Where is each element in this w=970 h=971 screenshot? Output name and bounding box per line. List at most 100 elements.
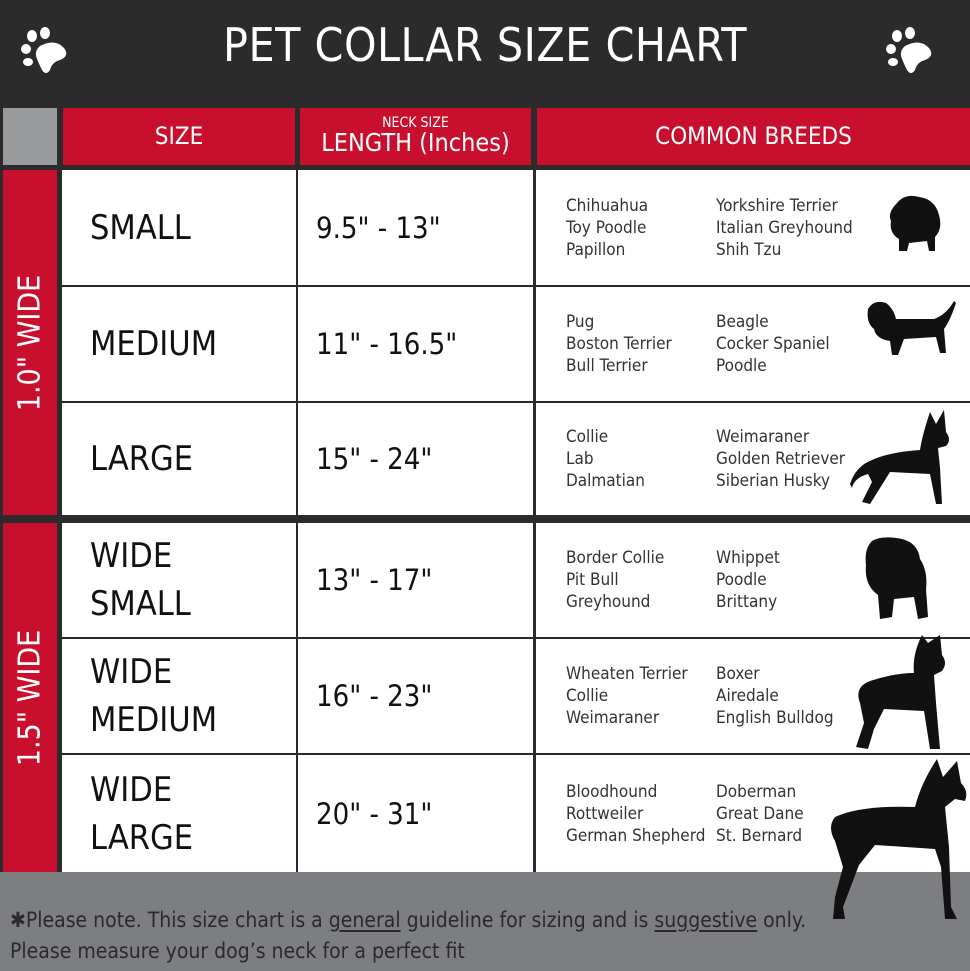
- breed-name: Boston Terrier: [566, 334, 672, 354]
- breed-name: Doberman: [716, 781, 797, 802]
- header-bar: [0, 0, 970, 103]
- breed-name: English Bulldog: [716, 708, 834, 728]
- length-cell: 16" - 23": [298, 639, 533, 753]
- footer-note: ✱Please note. This size chart is a gener…: [10, 905, 970, 967]
- length-value: 9.5" - 13": [316, 210, 441, 245]
- size-label: LARGE: [90, 817, 194, 858]
- asterisk: ✱: [10, 908, 26, 932]
- table-row: WIDE MEDIUM 16" - 23" Wheaten Terrier Collie…: [62, 639, 970, 753]
- breed-name: Boxer: [716, 664, 760, 684]
- length-value: 11" - 16.5": [316, 327, 458, 361]
- breed-name: Toy Poodle: [566, 217, 647, 238]
- group-label-text: 1.5" WIDE: [12, 629, 48, 766]
- breed-name: Poodle: [716, 356, 767, 376]
- breed-name: Weimaraner: [716, 427, 810, 447]
- breed-name: Whippet: [716, 548, 780, 568]
- page-title: PET COLLAR SIZE CHART: [223, 18, 747, 72]
- note-text: Please note. This size chart is a: [25, 908, 323, 932]
- length-value: 20" - 31": [316, 796, 433, 831]
- length-value: 15" - 24": [316, 442, 433, 476]
- size-cell: WIDE LARGE: [62, 755, 296, 872]
- breed-name: Collie: [566, 686, 609, 706]
- breed-name: Collie: [566, 427, 609, 447]
- breed-name: Yorkshire Terrier: [716, 195, 838, 216]
- breed-name: Wheaten Terrier: [566, 664, 688, 684]
- size-label: WIDE: [90, 769, 173, 810]
- breed-name: St. Bernard: [716, 825, 803, 846]
- breed-name: Dalmatian: [566, 471, 645, 491]
- note-text-line2: Please measure your dog’s neck for a per…: [10, 939, 465, 963]
- doberman-silhouette-icon: [805, 757, 970, 926]
- table-row: MEDIUM 11" - 16.5" Pug Boston Terrier Bull T…: [62, 287, 970, 401]
- size-label: LARGE: [90, 439, 194, 479]
- breed-name: Bloodhound: [566, 781, 658, 802]
- size-cell: LARGE: [62, 403, 296, 515]
- note-text: only.: [763, 908, 807, 932]
- length-value: 13" - 17": [316, 563, 433, 597]
- size-cell: WIDE SMALL: [62, 523, 296, 637]
- breed-name: Papillon: [566, 239, 626, 260]
- size-cell: MEDIUM: [62, 287, 296, 401]
- header-breeds: COMMON BREEDS: [537, 108, 970, 165]
- breed-name: Beagle: [716, 312, 769, 332]
- corner-cell: [3, 108, 57, 165]
- bulldog-silhouette-icon: [862, 535, 932, 625]
- breed-name: German Shepherd: [566, 825, 706, 846]
- length-cell: 11" - 16.5": [298, 287, 533, 401]
- note-underlined: general: [328, 908, 401, 932]
- length-cell: 13" - 17": [298, 523, 533, 637]
- size-label: WIDE: [90, 536, 173, 576]
- size-label: SMALL: [90, 207, 191, 248]
- breed-name: Brittany: [716, 592, 778, 612]
- breed-name: Border Collie: [566, 548, 665, 568]
- header-length-label: LENGTH (Inches): [321, 128, 510, 157]
- breed-name: Airedale: [716, 686, 779, 706]
- note-underlined: suggestive: [654, 908, 758, 932]
- breed-name: Pit Bull: [566, 570, 619, 590]
- breed-name: Golden Retriever: [716, 449, 846, 469]
- breed-name: Rottweiler: [566, 803, 644, 824]
- breed-name: Lab: [566, 449, 594, 469]
- size-cell: WIDE MEDIUM: [62, 639, 296, 753]
- breed-name: Shih Tzu: [716, 239, 782, 260]
- breed-name: Poodle: [716, 570, 767, 590]
- table-row: LARGE 15" - 24" Collie Lab Dalmatian Weimaran…: [62, 403, 970, 515]
- breed-name: Chihuahua: [566, 195, 649, 216]
- size-label: WIDE: [90, 652, 173, 692]
- table-row: SMALL 9.5" - 13" Chihuahua Toy Poodle Papill…: [62, 170, 970, 285]
- length-cell: 9.5" - 13": [298, 170, 533, 285]
- breeds-cell: Pug Boston Terrier Bull Terrier Beagle Cocke…: [536, 287, 970, 401]
- note-text: guideline for sizing and is: [406, 908, 649, 932]
- breed-name: Greyhound: [566, 592, 651, 612]
- size-label: MEDIUM: [90, 700, 218, 740]
- table-row: WIDE SMALL 13" - 17" Border Collie Pit Bull G…: [62, 523, 970, 637]
- pomeranian-silhouette-icon: [885, 193, 945, 259]
- length-cell: 15" - 24": [298, 403, 533, 515]
- footer-note-bar: [0, 872, 970, 971]
- breed-name: Bull Terrier: [566, 356, 648, 376]
- length-value: 16" - 23": [316, 679, 433, 713]
- breed-name: Siberian Husky: [716, 471, 831, 491]
- group-label-1in: 1.0" WIDE: [3, 170, 57, 515]
- breed-name: Weimaraner: [566, 708, 660, 728]
- size-label: MEDIUM: [90, 324, 218, 364]
- dachshund-silhouette-icon: [864, 295, 960, 365]
- group-label-text: 1.0" WIDE: [12, 274, 48, 411]
- header-neck-size-label: NECK SIZE: [382, 115, 449, 131]
- paw-icon: [886, 27, 932, 73]
- size-label: SMALL: [90, 584, 191, 624]
- size-cell: SMALL: [62, 170, 296, 285]
- shepherd-silhouette-icon: [850, 408, 960, 512]
- header-size-label: SIZE: [154, 122, 204, 150]
- paw-icon: [21, 27, 67, 73]
- breed-name: Great Dane: [716, 803, 804, 824]
- breed-name: Pug: [566, 312, 595, 332]
- header-size: SIZE: [63, 108, 295, 165]
- breed-name: Cocker Spaniel: [716, 334, 830, 354]
- length-cell: 20" - 31": [298, 755, 533, 872]
- breed-name: Italian Greyhound: [716, 217, 853, 238]
- header-length: NECK SIZE LENGTH (Inches): [300, 108, 531, 165]
- header-breeds-label: COMMON BREEDS: [655, 122, 852, 150]
- group-label-1-5in: 1.5" WIDE: [3, 523, 57, 872]
- pitbull-silhouette-icon: [850, 633, 950, 757]
